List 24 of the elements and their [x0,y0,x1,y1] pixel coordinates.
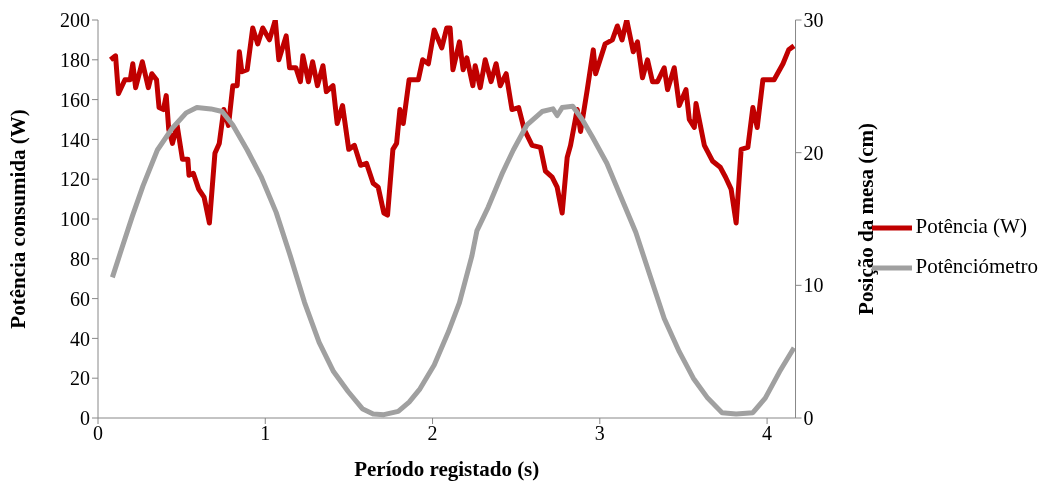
x-tick-label: 3 [594,422,605,445]
legend-label: Potência (W) [915,213,1027,238]
y-tick-label: 0 [80,407,90,430]
y-tick-label: 200 [60,9,90,32]
x-tick-label: 4 [762,422,773,445]
y-axis-title: Potência consumida (W) [6,109,31,329]
y-tick-label: 20 [70,367,90,390]
y-tick-label: 180 [60,48,90,71]
y-tick-label: 120 [60,168,90,191]
x-axis-title: Período registado (s) [354,457,540,481]
x-tick-label: 2 [427,422,438,445]
y-tick-label: 160 [60,88,90,111]
y-tick-label: 140 [60,128,90,151]
y-tick-label: 100 [60,208,90,231]
y-tick-label: 80 [70,247,90,270]
legend-label: Potênciómetro [915,253,1038,278]
y2-tick-label: 0 [803,407,814,430]
x-tick-label: 1 [260,422,271,445]
y-tick-label: 40 [70,327,90,350]
y2-tick-label: 10 [803,274,824,297]
y2-tick-label: 30 [803,9,824,32]
y2-axis-title: Posição da mesa (cm) [853,123,878,315]
y2-tick-label: 20 [803,141,824,164]
y-tick-label: 60 [70,287,90,310]
